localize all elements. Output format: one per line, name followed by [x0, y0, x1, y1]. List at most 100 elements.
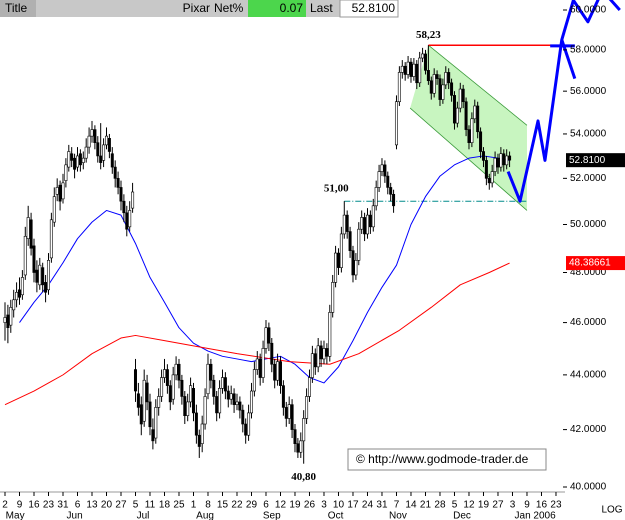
x-tick-label: 8	[205, 500, 211, 511]
header: Title Pixar Net% 0.07 Last 52.8100	[0, 0, 399, 18]
candle-body	[119, 187, 123, 202]
header-net-label: Net%	[214, 1, 244, 15]
candle-body	[464, 101, 468, 130]
x-tick-label: 25	[173, 500, 185, 511]
candle-body	[374, 187, 378, 207]
candle-body	[499, 153, 503, 168]
candle-body	[220, 377, 224, 389]
y-tick-label: 52.0000	[570, 173, 607, 184]
x-tick-label: 10	[333, 500, 345, 511]
candle-body	[84, 146, 88, 159]
x-tick-label: 16	[536, 500, 548, 511]
candle-body	[258, 358, 262, 378]
forecast-line	[560, 39, 577, 80]
candle-body	[75, 155, 79, 168]
candle-body	[481, 151, 485, 161]
x-tick-label: 21	[420, 500, 432, 511]
x-tick-label: 19	[478, 500, 490, 511]
candle-body	[180, 379, 184, 397]
candle-body	[194, 412, 198, 436]
y-tick-label: 56.0000	[570, 86, 607, 97]
candle-body	[426, 70, 430, 82]
candle-body	[296, 443, 300, 453]
candle-body	[238, 401, 242, 411]
candle-body	[244, 423, 248, 436]
candle-body	[136, 393, 140, 408]
candle-body	[322, 348, 326, 360]
candle-body	[241, 409, 245, 425]
candle-body	[331, 282, 335, 313]
candle-body	[70, 153, 74, 161]
candle-body	[325, 348, 329, 357]
candle-body	[3, 317, 7, 323]
candle-body	[131, 191, 135, 209]
candle-body	[461, 88, 465, 103]
candle-body	[435, 74, 439, 79]
candle-body	[415, 63, 419, 84]
candle-body	[441, 84, 445, 100]
candle-body	[209, 363, 213, 381]
x-tick-label: 23	[550, 500, 562, 511]
candle-body	[223, 377, 227, 392]
candle-body	[186, 401, 190, 416]
moving-average	[19, 155, 510, 384]
candle-body	[235, 401, 239, 405]
y-tick-label: 60.0000	[570, 5, 607, 16]
candle-body	[278, 361, 282, 386]
x-tick-label: 27	[492, 500, 504, 511]
candle-body	[473, 105, 477, 120]
candle-body	[470, 118, 474, 143]
x-tick-label: 17	[347, 500, 359, 511]
candle-body	[128, 210, 132, 228]
candle-body	[293, 429, 297, 444]
candle-body	[380, 164, 384, 172]
candle-body	[360, 217, 364, 230]
candle-body	[148, 401, 152, 428]
candle-body	[493, 157, 497, 172]
candle-body	[104, 135, 108, 146]
last-cell	[339, 0, 399, 18]
candle-body	[339, 233, 343, 268]
candle-body	[394, 101, 398, 146]
candle-body	[142, 379, 146, 422]
month-label: Aug	[196, 511, 214, 520]
candle-body	[348, 231, 352, 251]
candle-body	[455, 107, 459, 124]
candle-body	[432, 74, 436, 94]
candle-body	[255, 358, 259, 370]
x-tick-label: 6	[75, 500, 81, 511]
candle-body	[90, 129, 94, 137]
candle-body	[35, 269, 39, 283]
candle-body	[505, 155, 509, 166]
candle-body	[139, 404, 143, 425]
candle-body	[203, 396, 207, 425]
header-title: Title	[5, 1, 28, 15]
candle-body	[191, 388, 195, 414]
candle-body	[107, 138, 111, 152]
candle-body	[78, 153, 82, 166]
candle-body	[409, 61, 413, 77]
annotation: 58,23	[416, 29, 441, 41]
x-tick-label: 27	[115, 500, 127, 511]
candle-body	[15, 291, 19, 301]
header-last: 52.8100	[352, 1, 396, 15]
x-tick-label: 12	[463, 500, 475, 511]
candle-body	[87, 135, 91, 148]
x-tick-label: 12	[275, 500, 287, 511]
candle-body	[55, 187, 59, 195]
x-tick-label: 1	[191, 500, 197, 511]
month-label: Sep	[263, 511, 281, 520]
x-tick-label: 29	[246, 500, 258, 511]
channel-edge	[409, 107, 528, 211]
candle-body	[200, 423, 204, 444]
copyright: © http://www.godmode-trader.de	[356, 452, 529, 466]
candle-body	[429, 80, 433, 94]
candle-body	[232, 393, 236, 405]
candle-body	[157, 396, 161, 408]
candle-body	[32, 245, 36, 273]
candle-body	[476, 105, 480, 133]
candle-body	[96, 142, 100, 157]
candle-body	[171, 374, 175, 400]
candle-body	[189, 385, 193, 403]
